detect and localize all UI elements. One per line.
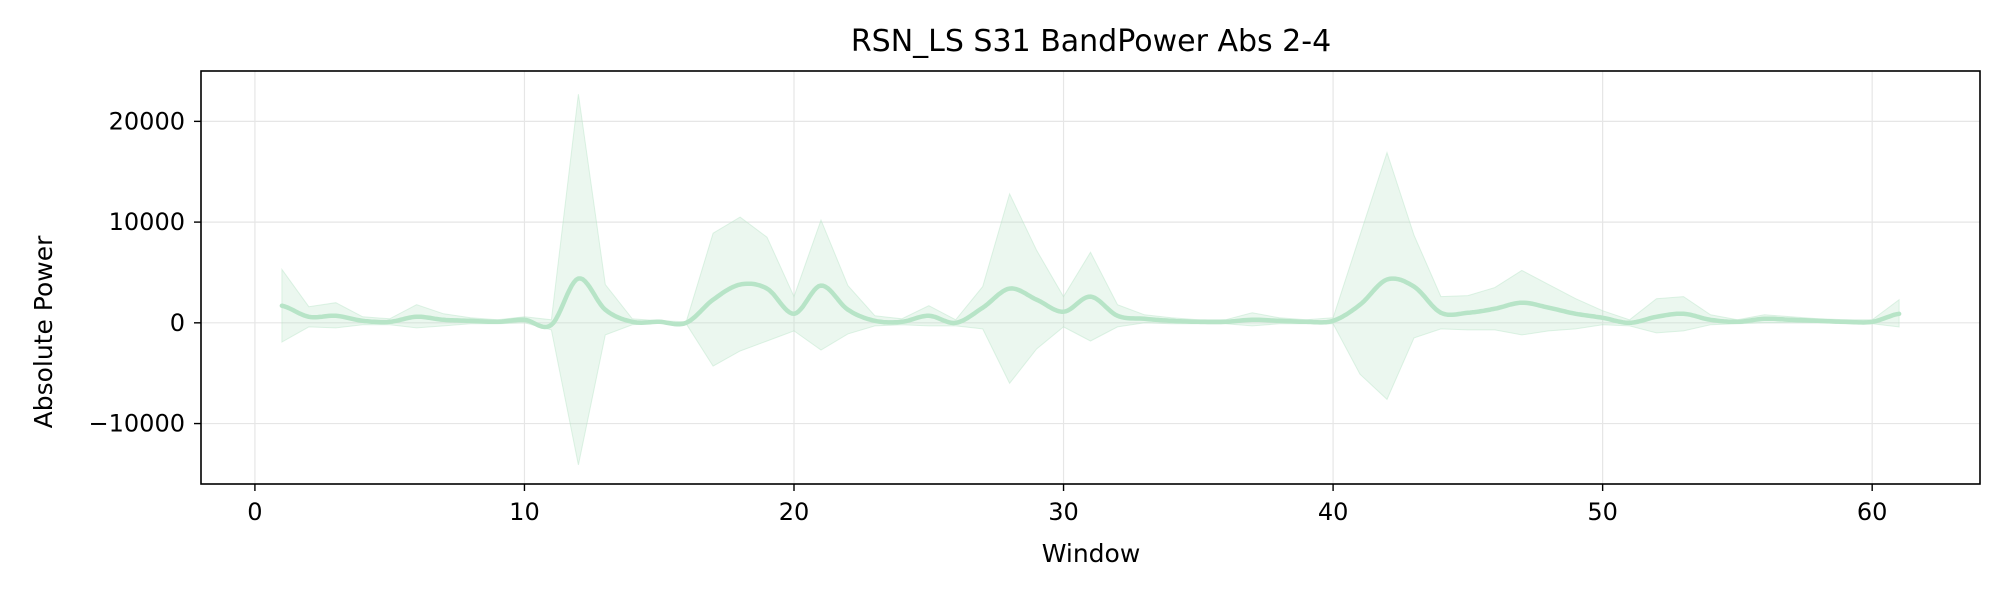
- x-tick-label: 50: [1587, 498, 1618, 526]
- x-tick-label: 40: [1318, 498, 1349, 526]
- x-tick-label: 0: [247, 498, 262, 526]
- x-tick-label: 10: [509, 498, 540, 526]
- chart-title: RSN_LS S31 BandPower Abs 2-4: [851, 24, 1331, 59]
- y-tick-label: 0: [170, 309, 185, 337]
- x-axis-ticks: 0 10 20 30 40 50 60: [247, 484, 1887, 526]
- y-tick-label: 10000: [109, 208, 185, 236]
- x-axis-label: Window: [1042, 539, 1141, 568]
- x-tick-label: 30: [1048, 498, 1079, 526]
- y-axis-ticks: −10000 0 10000 20000: [89, 107, 201, 438]
- x-tick-label: 20: [779, 498, 810, 526]
- grid: [201, 71, 1980, 484]
- y-tick-label: 20000: [109, 107, 185, 135]
- confidence-band: [281, 94, 1900, 466]
- y-tick-label: −10000: [89, 410, 185, 438]
- x-tick-label: 60: [1857, 498, 1888, 526]
- series-line: [279, 276, 1902, 330]
- plot-frame: [200, 70, 1981, 485]
- y-axis-label: Absolute Power: [29, 235, 58, 429]
